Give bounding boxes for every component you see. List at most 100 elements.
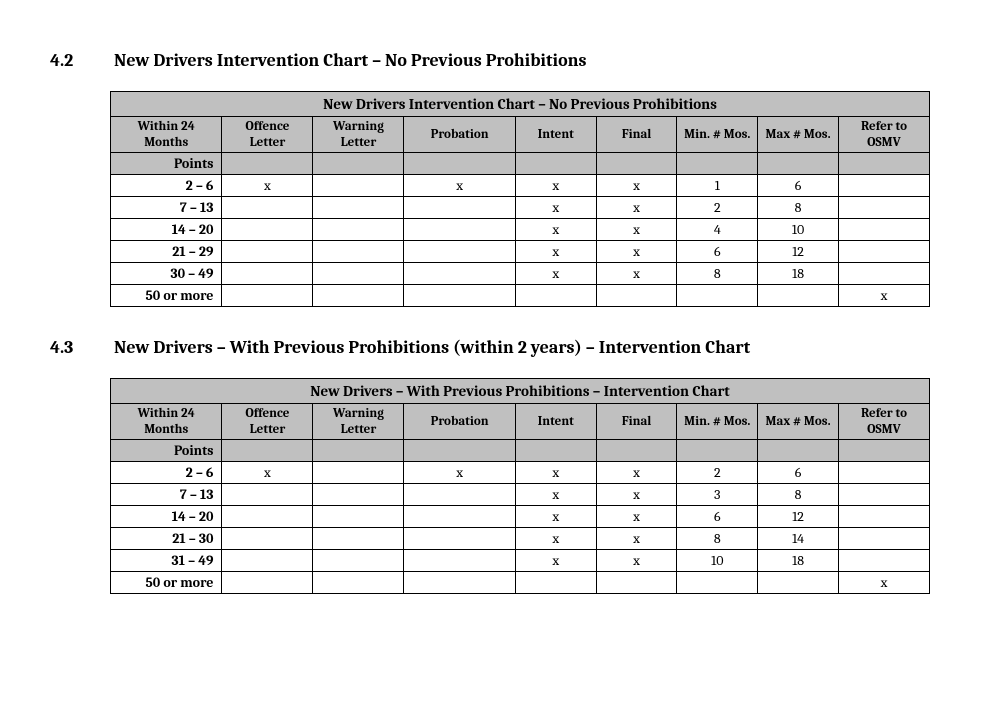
cell: 14 xyxy=(758,528,839,550)
cell: 6 xyxy=(758,175,839,197)
cell xyxy=(596,440,677,462)
cell: x xyxy=(596,484,677,506)
cell xyxy=(313,506,404,528)
cell: x xyxy=(596,528,677,550)
cell xyxy=(313,197,404,219)
table-row: 50 or morex xyxy=(111,285,930,307)
col-header: Intent xyxy=(515,404,596,440)
points-label: Points xyxy=(111,153,222,175)
cell xyxy=(313,462,404,484)
cell: x xyxy=(515,550,596,572)
cell xyxy=(677,285,758,307)
cell xyxy=(313,550,404,572)
cell xyxy=(404,153,515,175)
cell xyxy=(222,219,313,241)
cell: 50 or more xyxy=(111,572,222,594)
cell: x xyxy=(596,263,677,285)
cell xyxy=(758,285,839,307)
cell: x xyxy=(838,572,929,594)
cell xyxy=(313,175,404,197)
cell xyxy=(838,484,929,506)
cell: x xyxy=(222,462,313,484)
cell xyxy=(222,528,313,550)
cell xyxy=(838,197,929,219)
cell: 2 xyxy=(677,462,758,484)
section-heading-4-2: 4.2 New Drivers Intervention Chart – No … xyxy=(50,50,946,71)
col-header: Max # Mos. xyxy=(758,117,839,153)
cell: 6 xyxy=(677,241,758,263)
cell xyxy=(222,153,313,175)
section-number: 4.2 xyxy=(50,50,110,71)
cell xyxy=(404,572,515,594)
cell: 3 xyxy=(677,484,758,506)
cell: 50 or more xyxy=(111,285,222,307)
cell: x xyxy=(596,550,677,572)
cell: x xyxy=(222,175,313,197)
table-row: 50 or more x xyxy=(111,572,930,594)
cell: x xyxy=(596,197,677,219)
cell xyxy=(838,153,929,175)
cell xyxy=(677,440,758,462)
cell xyxy=(838,241,929,263)
cell xyxy=(677,572,758,594)
table-title: New Drivers Intervention Chart – No Prev… xyxy=(111,92,930,117)
cell xyxy=(758,572,839,594)
col-header: Warning Letter xyxy=(313,404,404,440)
cell xyxy=(222,484,313,506)
cell xyxy=(222,263,313,285)
cell xyxy=(222,285,313,307)
col-header: Probation xyxy=(404,404,515,440)
cell xyxy=(838,528,929,550)
cell: 18 xyxy=(758,550,839,572)
cell xyxy=(222,572,313,594)
cell: 18 xyxy=(758,263,839,285)
col-header: Offence Letter xyxy=(222,404,313,440)
col-header: Intent xyxy=(515,117,596,153)
col-header: Max # Mos. xyxy=(758,404,839,440)
cell: 2 – 6 xyxy=(111,462,222,484)
table-row: 7 – 13xx38 xyxy=(111,484,930,506)
col-header: Final xyxy=(596,117,677,153)
cell xyxy=(404,506,515,528)
cell xyxy=(404,219,515,241)
col-header: Warning Letter xyxy=(313,117,404,153)
cell: 8 xyxy=(758,197,839,219)
cell xyxy=(222,440,313,462)
cell: 6 xyxy=(758,462,839,484)
col-header: Min. # Mos. xyxy=(677,117,758,153)
cell: 2 xyxy=(677,197,758,219)
cell xyxy=(404,484,515,506)
cell: 12 xyxy=(758,241,839,263)
cell xyxy=(313,153,404,175)
cell: x xyxy=(596,219,677,241)
table-row: 7 – 13xx28 xyxy=(111,197,930,219)
cell xyxy=(838,219,929,241)
cell: 30 – 49 xyxy=(111,263,222,285)
cell xyxy=(313,219,404,241)
cell: x xyxy=(515,219,596,241)
cell: x xyxy=(596,241,677,263)
cell xyxy=(596,153,677,175)
cell: x xyxy=(596,175,677,197)
cell: 7 – 13 xyxy=(111,484,222,506)
cell: 8 xyxy=(758,484,839,506)
cell: x xyxy=(596,506,677,528)
points-label: Points xyxy=(111,440,222,462)
cell: 4 xyxy=(677,219,758,241)
cell xyxy=(222,550,313,572)
cell xyxy=(313,528,404,550)
cell xyxy=(404,197,515,219)
table-row: 21 – 29xx612 xyxy=(111,241,930,263)
cell xyxy=(838,550,929,572)
cell xyxy=(313,572,404,594)
cell xyxy=(838,440,929,462)
cell xyxy=(222,506,313,528)
cell: 10 xyxy=(758,219,839,241)
cell xyxy=(404,440,515,462)
cell xyxy=(515,153,596,175)
table-row: 14 – 20xx410 xyxy=(111,219,930,241)
col-header: Probation xyxy=(404,117,515,153)
cell xyxy=(838,462,929,484)
col-header: Offence Letter xyxy=(222,117,313,153)
section-title: New Drivers – With Previous Prohibitions… xyxy=(114,337,750,358)
